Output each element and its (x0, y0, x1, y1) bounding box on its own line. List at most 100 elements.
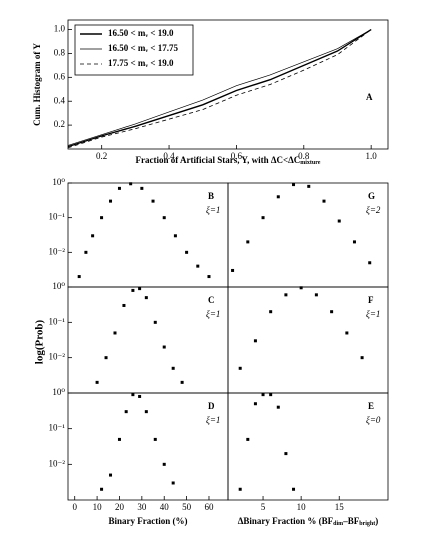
scatter-point (138, 287, 142, 291)
shared-y-label: log(Prob) (34, 319, 46, 364)
series-line (67, 29, 372, 149)
legend-label: 16.50 < mᵥ < 17.75 (108, 43, 178, 53)
x-tick-label: 40 (160, 502, 170, 512)
y-tick-label: 10⁰ (52, 281, 65, 291)
y-tick-label: 1.0 (54, 24, 66, 34)
scatter-point (207, 275, 211, 279)
scatter-point (140, 186, 144, 190)
scatter-point (100, 487, 104, 491)
panel-letter: C (208, 295, 215, 305)
scatter-point (314, 293, 318, 297)
x-tick-label: 50 (182, 502, 192, 512)
scatter-point (276, 405, 280, 409)
scatter-point (185, 250, 189, 254)
x-tick-label: 1.0 (366, 151, 378, 161)
y-tick-label: 10⁻² (49, 458, 66, 468)
y-tick-label: 10⁻² (49, 352, 66, 362)
scatter-point (171, 481, 175, 485)
scatter-point (91, 234, 95, 238)
plot-frame (227, 182, 389, 288)
series-line (67, 28, 372, 148)
y-tick-label: 10⁻¹ (49, 212, 66, 222)
scatter-point (113, 331, 117, 335)
x-axis-label-part: –BF (342, 516, 360, 526)
scatter-point (109, 199, 113, 203)
y-tick-label: 0.2 (54, 119, 65, 129)
x-tick-label: 10 (297, 502, 307, 512)
scatter-point (360, 356, 364, 360)
panel-letter: D (208, 401, 215, 411)
panel-letter: B (208, 191, 214, 201)
x-tick-label: 60 (204, 502, 214, 512)
scatter-point (95, 380, 99, 384)
scatter-point (117, 186, 121, 190)
scatter-point (109, 473, 113, 477)
scatter-point (180, 380, 184, 384)
x-tick-label: 20 (115, 502, 125, 512)
scatter-point (253, 402, 257, 406)
x-tick-label: 0.4 (163, 151, 175, 161)
scatter-point (352, 240, 356, 244)
plot-frame (67, 392, 229, 501)
scatter-point (269, 393, 273, 397)
x-tick-label: 0.2 (96, 151, 107, 161)
scatter-point (77, 275, 81, 279)
scatter-point (144, 296, 148, 300)
x-tick-label: 15 (335, 502, 345, 512)
plot-frame (227, 286, 389, 394)
scatter-point (104, 356, 108, 360)
scatter-point (100, 216, 104, 220)
x-axis-label-main: Fraction of Artificial Stars, Y, with ΔC… (136, 155, 301, 165)
scatter-point (122, 303, 126, 307)
xi-label: ξ=2 (366, 205, 381, 215)
y-tick-label: 10⁻¹ (49, 423, 66, 433)
x-axis-label-part: dim (333, 521, 343, 527)
scatter-point (322, 199, 326, 203)
scatter-point (171, 366, 175, 370)
scatter-point (151, 199, 155, 203)
x-tick-label: 0 (72, 502, 77, 512)
plot-frame (67, 19, 389, 150)
scatter-point (307, 184, 311, 188)
scatter-point (138, 394, 142, 398)
x-tick-label: 30 (137, 502, 147, 512)
scatter-point (330, 310, 334, 314)
plot-frame (67, 286, 229, 394)
scatter-point (284, 452, 288, 456)
x-axis-label-part: ) (375, 516, 378, 526)
y-tick-label: 10⁰ (52, 387, 65, 397)
panel-letter: A (366, 92, 373, 102)
legend-label: 17.75 < mᵥ < 19.0 (108, 58, 174, 68)
x-axis-label-part: bright (359, 521, 375, 527)
scatter-point (238, 366, 242, 370)
panel-letter: F (368, 295, 374, 305)
scatter-point (368, 261, 372, 265)
panel-letter: E (368, 401, 374, 411)
scatter-point (238, 487, 242, 491)
scatter-point (124, 410, 128, 414)
scatter-point (196, 264, 200, 268)
scatter-point (269, 310, 273, 314)
series-line (67, 29, 372, 146)
legend-label: 16.50 < mᵥ < 19.0 (108, 28, 174, 38)
scatter-point (253, 339, 257, 343)
x-tick-label: 0.6 (231, 151, 243, 161)
scatter-point (292, 183, 296, 187)
x-axis-label: ΔBinary Fraction % (BFdim–BFbright) (238, 516, 378, 527)
x-axis-label-part: ΔBinary Fraction % (BF (238, 516, 334, 526)
y-tick-label: 0.4 (54, 95, 66, 105)
scatter-point (231, 268, 235, 272)
scatter-point (131, 288, 135, 292)
scatter-point (153, 437, 157, 441)
y-tick-label: 10⁰ (52, 177, 65, 187)
x-axis-label-sub: mixture (300, 160, 321, 166)
xi-label: ξ=1 (366, 309, 380, 319)
scatter-point (162, 345, 166, 349)
scatter-point (246, 437, 250, 441)
scatter-point (117, 437, 121, 441)
x-tick-label: 5 (261, 502, 266, 512)
scatter-point (246, 240, 250, 244)
y-axis-label: Cum. Histogram of Y (32, 43, 42, 126)
xi-label: ξ=0 (366, 415, 381, 425)
